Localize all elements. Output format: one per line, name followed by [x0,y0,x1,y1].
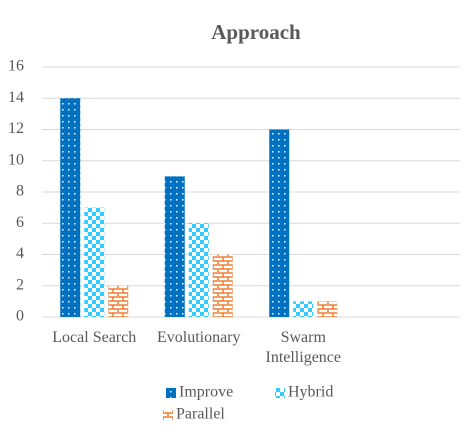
x-tick-label: Evolutionary [156,329,241,346]
y-tick-label: 10 [8,151,24,168]
legend-swatch [166,388,176,398]
legend-label: Hybrid [288,384,333,401]
bar [108,285,129,317]
y-tick-label: 6 [16,214,24,231]
bar [212,254,233,317]
x-tick-label: Swarm Intelligence [265,329,341,366]
bar [164,176,185,317]
bar [188,223,209,317]
legend-label: Improve [179,384,233,401]
bar [317,301,338,317]
legend-swatch [275,388,285,398]
bar [293,301,314,317]
legend-label: Parallel [176,406,225,423]
y-tick-label: 2 [16,276,24,293]
y-tick-label: 12 [8,120,24,137]
y-tick-label: 14 [8,89,24,106]
bar [269,129,290,317]
bar [60,98,81,317]
y-tick-label: 16 [8,58,24,75]
y-tick-label: 0 [16,308,24,325]
chart-title: Approach [211,20,301,44]
x-tick-label: Local Search [52,329,137,346]
legend-swatch [163,410,173,420]
bar [84,207,105,317]
y-tick-label: 4 [16,245,24,262]
y-tick-label: 8 [16,183,24,200]
